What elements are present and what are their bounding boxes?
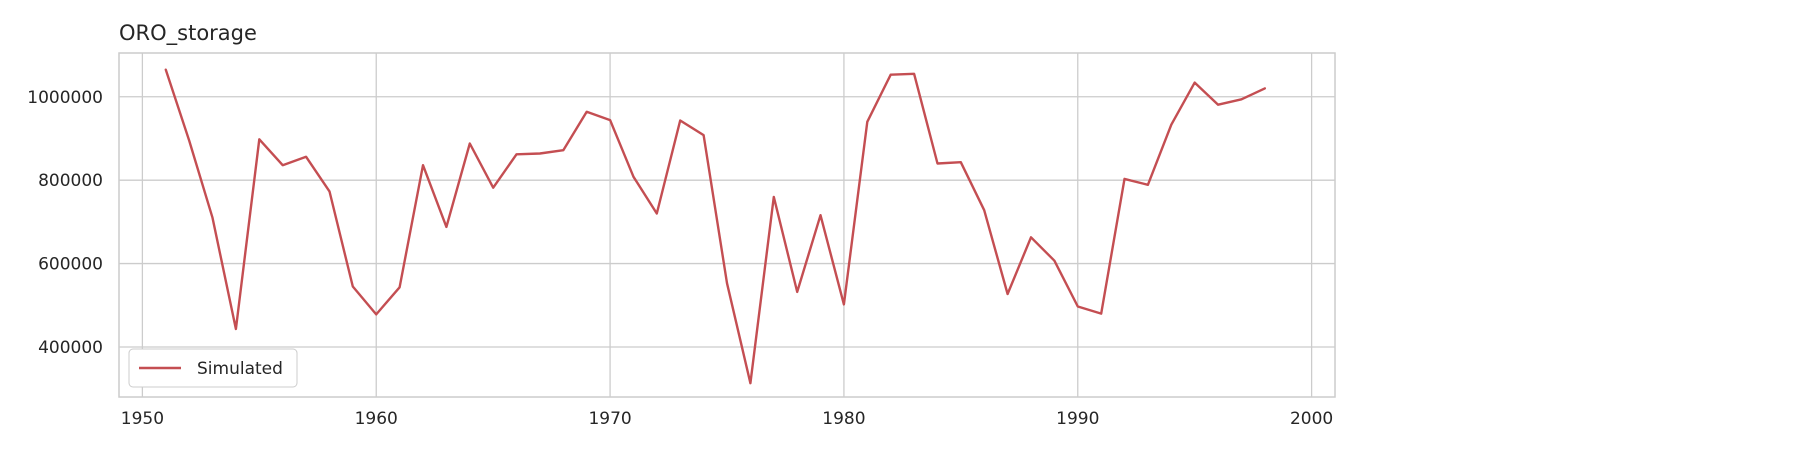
x-tick-label: 1990: [1056, 409, 1099, 429]
legend-box: [128, 348, 298, 388]
y-tick-label: 1000000: [27, 88, 103, 108]
x-tick-label: 1980: [822, 409, 865, 429]
axis-ticks: 1950 1960 1970 1980 1990 2000 400000 600000 8000…: [27, 88, 1333, 429]
series-layer: [164, 68, 1267, 385]
x-tick-label: 1960: [355, 409, 398, 429]
x-tick-label: 1950: [121, 409, 164, 429]
series-line-simulated: [164, 68, 1267, 385]
legend: Simulated: [128, 348, 298, 388]
legend-label: Simulated: [197, 359, 283, 379]
grid: [119, 53, 1335, 397]
y-tick-label: 600000: [38, 255, 103, 275]
plot-frame: [118, 52, 1336, 398]
y-tick-label: 800000: [38, 171, 103, 191]
x-tick-label: 1970: [588, 409, 631, 429]
x-tick-label: 2000: [1290, 409, 1333, 429]
chart-title: ORO_storage: [119, 21, 257, 46]
y-tick-label: 400000: [38, 338, 103, 358]
